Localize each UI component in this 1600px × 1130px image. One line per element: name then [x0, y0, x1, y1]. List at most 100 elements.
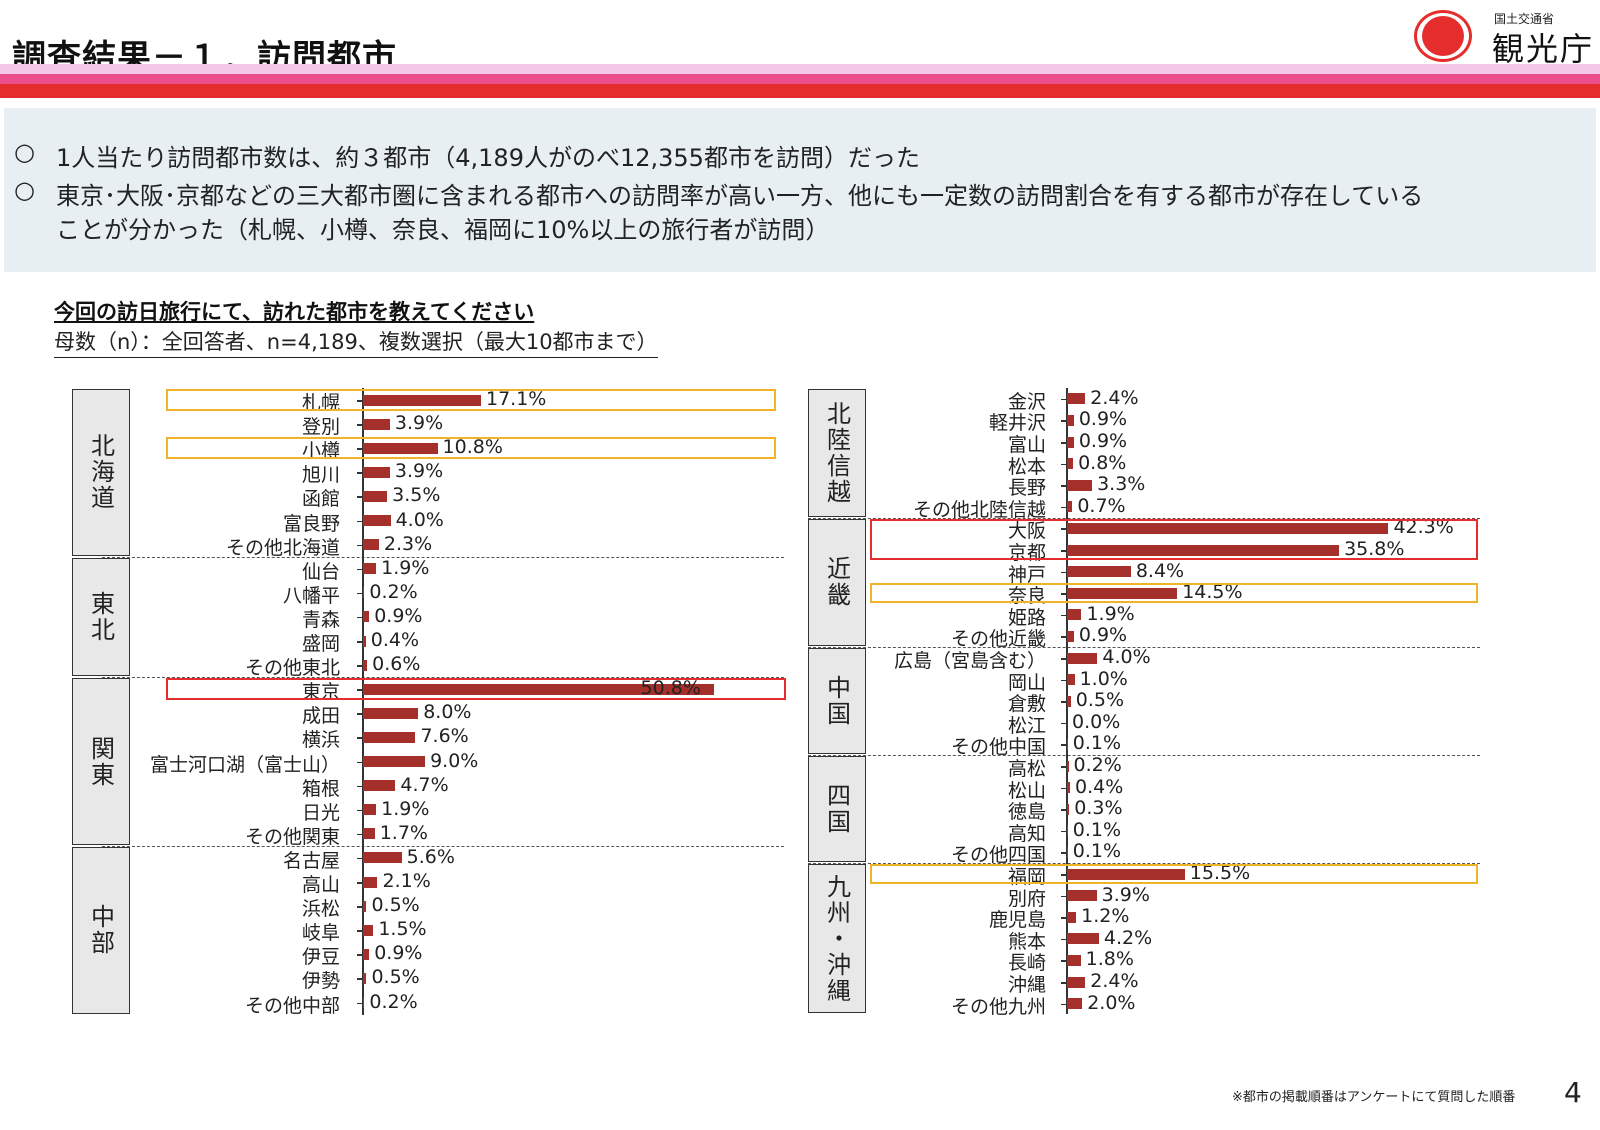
category-label: 金沢 — [1007, 390, 1046, 413]
chart-axis — [362, 388, 364, 557]
category-label: 名古屋 — [282, 849, 340, 872]
category-label: 松江 — [1007, 714, 1046, 737]
axis-tick — [357, 713, 362, 715]
bar — [363, 900, 367, 912]
question-title: 今回の訪日旅行にて、訪れた都市を教えてください — [54, 300, 535, 324]
value-label: 0.1% — [1072, 840, 1122, 863]
chart-axis — [1066, 647, 1068, 756]
axis-tick — [1061, 593, 1066, 595]
category-label: 鹿児島 — [988, 909, 1046, 932]
region-box: 東北 — [72, 557, 130, 677]
axis-tick — [357, 906, 362, 908]
value-label: 0.4% — [370, 629, 420, 652]
axis-tick — [357, 592, 362, 595]
value-label: 14.5% — [1182, 581, 1243, 604]
axis-tick — [357, 978, 362, 980]
value-label: 35.8% — [1344, 538, 1405, 560]
bar — [1067, 825, 1068, 837]
bar — [1067, 393, 1086, 405]
category-label: 高知 — [1007, 822, 1046, 845]
value-label: 0.1% — [1072, 732, 1122, 755]
region-label: 近畿 — [822, 556, 851, 609]
axis-tick — [357, 930, 362, 932]
axis-tick — [357, 520, 362, 523]
highlight-box — [870, 518, 1478, 560]
value-label: 2.0% — [1087, 991, 1136, 1014]
bar — [363, 780, 396, 792]
category-label: 登別 — [301, 416, 340, 439]
axis-tick — [1061, 636, 1066, 638]
bar — [1067, 522, 1389, 534]
summary-line-1: 1人当たり訪問都市数は、約３都市（4,189人がのべ12,355都市を訪問）だっ… — [56, 144, 920, 172]
value-label: 3.5% — [392, 484, 441, 507]
category-label: その他中部 — [244, 994, 340, 1017]
bar — [363, 539, 379, 551]
axis-tick — [1061, 895, 1066, 898]
category-label: 伊勢 — [301, 970, 340, 993]
chart-axis — [1066, 517, 1068, 648]
axis-tick — [1061, 658, 1066, 660]
value-label: 2.3% — [383, 532, 433, 555]
category-label: 岐阜 — [301, 922, 340, 945]
axis-tick — [1061, 830, 1066, 833]
value-label: 0.0% — [1072, 710, 1121, 733]
category-label: 徳島 — [1007, 801, 1046, 824]
axis-tick — [1061, 571, 1066, 574]
category-label: 浜松 — [301, 898, 340, 921]
value-label: 1.9% — [381, 797, 430, 820]
value-label: 5.6% — [406, 845, 455, 868]
axis-tick — [1061, 852, 1066, 854]
bar — [363, 972, 367, 984]
bar — [1067, 760, 1069, 772]
category-label: 松本 — [1007, 455, 1046, 478]
value-label: 2.4% — [1090, 970, 1139, 992]
region-label: 四国 — [822, 783, 851, 836]
axis-tick — [357, 809, 362, 812]
bar — [363, 418, 390, 430]
category-label: 伊豆 — [301, 946, 340, 969]
axis-tick — [1061, 809, 1066, 811]
axis-tick — [1061, 960, 1066, 962]
category-label: 倉敷 — [1007, 693, 1046, 716]
category-label: 小樽 — [301, 440, 340, 463]
region-label: 東北 — [86, 590, 115, 643]
axis-tick — [1061, 506, 1066, 509]
bar — [363, 852, 402, 864]
axis-tick — [357, 1002, 362, 1005]
summary-line-2: 東京･大阪･京都などの三大都市圏に含まれる都市への訪問率が高い一方、他にも一定数… — [56, 182, 1424, 210]
category-label: 函館 — [301, 488, 340, 511]
value-label: 0.3% — [1074, 797, 1123, 820]
bar — [1067, 652, 1098, 664]
bar — [1067, 933, 1099, 945]
axis-tick — [357, 424, 362, 426]
category-label: 仙台 — [301, 560, 340, 583]
value-label: 7.6% — [420, 725, 469, 748]
bar — [363, 828, 375, 840]
value-label: 2.1% — [382, 870, 431, 893]
region-label: 北陸信越 — [822, 400, 851, 505]
category-label: 八幡平 — [282, 584, 340, 607]
axis-tick — [357, 616, 362, 619]
summary-line-3: ことが分かった（札幌、小樽、奈良、福岡に10%以上の旅行者が訪問） — [56, 216, 830, 244]
bar — [363, 756, 426, 768]
bar — [1067, 458, 1074, 470]
axis-tick — [1061, 485, 1066, 487]
footnote: ※都市の掲載順番はアンケートにて質問した順番 — [1232, 1090, 1516, 1105]
value-label: 15.5% — [1189, 862, 1251, 884]
value-label: 4.0% — [395, 508, 444, 531]
value-label: 0.4% — [1075, 775, 1124, 798]
axis-tick — [1061, 528, 1066, 530]
region-divider — [102, 556, 784, 558]
axis-tick — [357, 737, 362, 739]
value-label: 8.4% — [1135, 559, 1185, 582]
value-label: 0.5% — [371, 894, 420, 917]
axis-tick — [1061, 874, 1066, 876]
bar — [1067, 479, 1093, 491]
category-label: 神戸 — [1007, 563, 1046, 586]
category-label: 軽井沢 — [988, 412, 1046, 435]
value-label: 4.0% — [1102, 646, 1151, 668]
value-label: 0.9% — [1078, 408, 1128, 431]
category-label: 松山 — [1007, 779, 1046, 802]
category-label: 旭川 — [301, 464, 340, 487]
axis-tick — [1061, 938, 1066, 941]
